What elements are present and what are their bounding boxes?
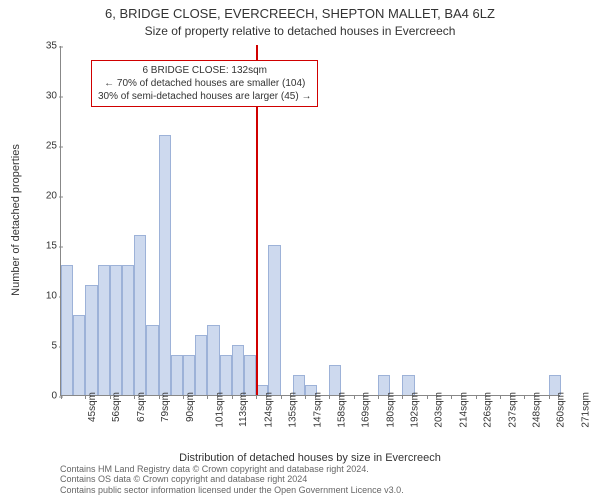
- histogram-bar: [195, 335, 207, 395]
- x-tick: 248sqm: [532, 392, 543, 428]
- histogram-bar: [98, 265, 110, 395]
- annotation-line: ← 70% of detached houses are smaller (10…: [98, 77, 311, 90]
- histogram-bar: [207, 325, 219, 395]
- x-tick-mark: [256, 395, 257, 399]
- annotation-box: 6 BRIDGE CLOSE: 132sqm← 70% of detached …: [91, 60, 318, 107]
- x-tick-mark: [402, 395, 403, 399]
- histogram-bar: [244, 355, 256, 395]
- histogram-bar: [122, 265, 134, 395]
- plot-area: 0510152025303545sqm56sqm67sqm79sqm90sqm1…: [60, 46, 560, 396]
- x-tick-mark: [183, 395, 184, 399]
- histogram-bar: [220, 355, 232, 395]
- x-tick-mark: [159, 395, 160, 399]
- histogram-bar: [134, 235, 146, 395]
- x-tick: 113sqm: [238, 392, 249, 427]
- histogram-bar: [232, 345, 244, 395]
- histogram-bar: [85, 285, 97, 395]
- x-tick-mark: [232, 395, 233, 399]
- histogram-bar: [329, 365, 341, 395]
- x-tick: 192sqm: [410, 392, 421, 428]
- y-tick: 20: [27, 191, 57, 202]
- x-tick-mark: [549, 395, 550, 399]
- x-tick: 90sqm: [185, 392, 196, 422]
- x-tick: 180sqm: [385, 392, 396, 428]
- y-tick: 0: [27, 391, 57, 402]
- histogram-bar: [171, 355, 183, 395]
- y-tick: 15: [27, 241, 57, 252]
- y-tick: 10: [27, 291, 57, 302]
- x-tick: 147sqm: [312, 392, 323, 428]
- histogram-bar: [146, 325, 158, 395]
- histogram-bar: [110, 265, 122, 395]
- x-tick: 260sqm: [556, 392, 567, 428]
- x-tick: 214sqm: [458, 392, 469, 428]
- x-tick-mark: [378, 395, 379, 399]
- x-tick-mark: [500, 395, 501, 399]
- x-tick-mark: [61, 395, 62, 399]
- x-axis-label: Distribution of detached houses by size …: [60, 452, 560, 464]
- x-tick-mark: [476, 395, 477, 399]
- histogram-bar: [183, 355, 195, 395]
- footer-line: Contains public sector information licen…: [60, 485, 560, 496]
- x-tick-mark: [207, 395, 208, 399]
- x-tick: 271sqm: [580, 392, 591, 428]
- y-tick: 35: [27, 41, 57, 52]
- histogram-bar: [159, 135, 171, 395]
- x-tick-mark: [305, 395, 306, 399]
- x-tick: 56sqm: [111, 392, 122, 422]
- footer-attribution: Contains HM Land Registry data © Crown c…: [60, 464, 560, 496]
- x-tick-mark: [524, 395, 525, 399]
- annotation-line: 30% of semi-detached houses are larger (…: [98, 90, 311, 103]
- chart-title-sub: Size of property relative to detached ho…: [0, 24, 600, 38]
- x-tick: 203sqm: [434, 392, 445, 428]
- y-axis-label: Number of detached properties: [10, 144, 22, 296]
- x-tick: 45sqm: [87, 392, 98, 422]
- histogram-bar: [268, 245, 280, 395]
- x-tick-mark: [281, 395, 282, 399]
- y-tick: 30: [27, 91, 57, 102]
- histogram-bar: [61, 265, 73, 395]
- x-tick: 101sqm: [215, 392, 226, 428]
- chart-title-main: 6, BRIDGE CLOSE, EVERCREECH, SHEPTON MAL…: [0, 6, 600, 21]
- histogram-bar: [73, 315, 85, 395]
- x-tick: 226sqm: [483, 392, 494, 428]
- y-tick: 5: [27, 341, 57, 352]
- x-tick: 79sqm: [160, 392, 171, 422]
- footer-line: Contains OS data © Crown copyright and d…: [60, 474, 560, 485]
- x-tick: 124sqm: [263, 392, 274, 428]
- x-tick: 237sqm: [507, 392, 518, 428]
- x-tick-mark: [110, 395, 111, 399]
- y-tick: 25: [27, 141, 57, 152]
- x-tick: 135sqm: [288, 392, 299, 428]
- x-tick-mark: [354, 395, 355, 399]
- x-tick-mark: [451, 395, 452, 399]
- x-tick: 67sqm: [136, 392, 147, 422]
- chart-container: 6, BRIDGE CLOSE, EVERCREECH, SHEPTON MAL…: [0, 0, 600, 500]
- x-tick-mark: [134, 395, 135, 399]
- x-tick: 169sqm: [361, 392, 372, 428]
- footer-line: Contains HM Land Registry data © Crown c…: [60, 464, 560, 475]
- annotation-line: 6 BRIDGE CLOSE: 132sqm: [98, 64, 311, 77]
- x-tick-mark: [427, 395, 428, 399]
- x-tick-mark: [329, 395, 330, 399]
- x-tick: 158sqm: [336, 392, 347, 428]
- x-tick-mark: [85, 395, 86, 399]
